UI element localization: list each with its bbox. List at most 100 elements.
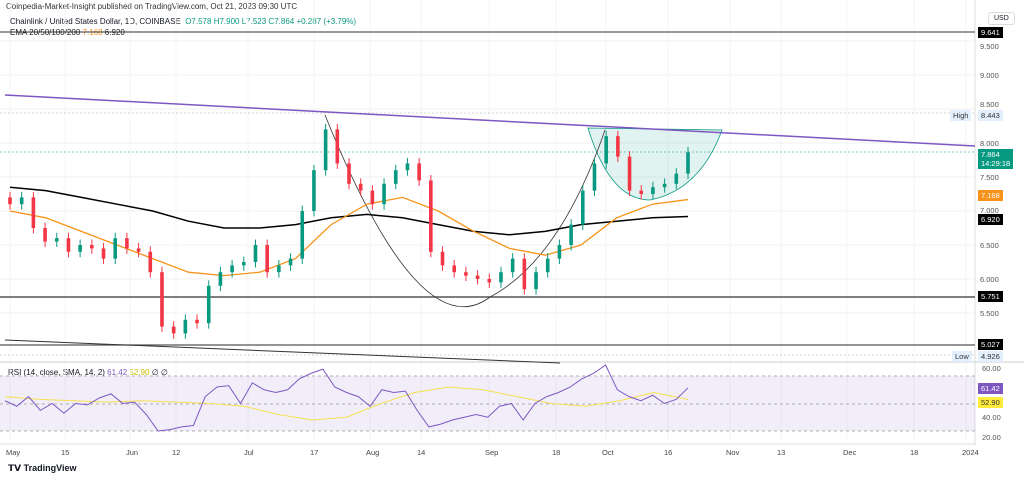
candle-body xyxy=(417,163,421,181)
x-tick-label: May xyxy=(6,448,20,457)
x-tick-label: 18 xyxy=(910,448,918,457)
ohlc-close: C7.864 xyxy=(268,17,295,26)
countdown: 14:29:18 xyxy=(981,159,1011,168)
candle-body xyxy=(534,272,538,290)
candle-body xyxy=(31,197,36,228)
candle-body xyxy=(674,173,679,184)
candle-body xyxy=(686,152,690,174)
candle-body xyxy=(66,238,71,252)
descending-trendline xyxy=(4,94,976,147)
x-tick-label: 15 xyxy=(61,448,69,457)
candle-body xyxy=(429,180,433,252)
x-tick-label: Oct xyxy=(602,448,615,457)
candle-body xyxy=(160,272,164,327)
currency-button[interactable]: USD xyxy=(988,12,1015,25)
rsi-line xyxy=(4,364,689,432)
high-label: High xyxy=(950,110,972,121)
symbol-name: Chainlink / United States Dollar, 1D, CO… xyxy=(10,17,181,26)
ema-200-line xyxy=(9,186,689,236)
ohlc-open: O7.578 xyxy=(185,17,212,26)
top-level-tag: 9.641 xyxy=(978,27,1003,38)
x-tick-label: Dec xyxy=(843,448,857,457)
publisher-line: Coinpedia-Market-Insight published on Tr… xyxy=(6,2,298,11)
candle-body xyxy=(335,129,340,164)
candle-body xyxy=(277,265,281,273)
candle-body xyxy=(616,136,620,157)
x-tick-label: Nov xyxy=(726,448,740,457)
support1-tag: 5.751 xyxy=(978,291,1003,302)
rsi-legend[interactable]: RSI (14, close, SMA, 14, 2) 61.42 52.90 … xyxy=(8,368,168,377)
candle-body xyxy=(148,251,153,273)
candle-body xyxy=(370,190,375,205)
ohlc-high: H7.900 xyxy=(213,17,240,26)
candle-body xyxy=(592,163,597,191)
candle-body xyxy=(604,136,608,164)
y-tick-label: 7.000 xyxy=(980,206,999,215)
candle-body xyxy=(125,238,129,249)
x-tick-label: 14 xyxy=(417,448,425,457)
candle-body xyxy=(300,211,305,259)
tv-icon: 𝗧𝗩 xyxy=(8,463,22,473)
candle-body xyxy=(218,272,223,286)
candle-body xyxy=(405,163,410,171)
x-tick-label: 16 xyxy=(664,448,672,457)
candle-body xyxy=(171,326,176,334)
candle-body xyxy=(662,183,667,188)
low-label: Low xyxy=(952,351,972,362)
low-tag: 4.926 xyxy=(978,351,1003,362)
candle-body xyxy=(136,248,141,252)
candle-body xyxy=(557,245,562,259)
rsi-tag: 61.42 xyxy=(978,383,1003,394)
candle-body xyxy=(206,285,211,324)
y-tick-label: 8.000 xyxy=(980,139,999,148)
candle-body xyxy=(651,187,655,194)
cup-arc xyxy=(324,114,606,308)
candle-body xyxy=(288,258,293,266)
x-tick-label: 13 xyxy=(777,448,785,457)
candle-body xyxy=(101,248,106,259)
candle-body xyxy=(90,245,94,249)
candle-body xyxy=(475,275,480,279)
candle-body xyxy=(54,238,59,242)
x-tick-label: 17 xyxy=(310,448,318,457)
ema-50-line xyxy=(9,196,689,277)
candle-body xyxy=(464,272,468,276)
candle-body xyxy=(183,319,188,334)
x-tick-label: Sep xyxy=(485,448,498,457)
candle-body xyxy=(241,262,246,266)
y-tick-label: 7.500 xyxy=(980,173,999,182)
x-tick-label: Jun xyxy=(126,448,138,457)
last-price: 7.864 xyxy=(981,150,1000,159)
x-tick-label: Jul xyxy=(244,448,254,457)
rsi-label: RSI (14, close, SMA, 14, 2) xyxy=(8,368,105,377)
rsi-tick-label: 60.00 xyxy=(982,364,1001,373)
support2-tag: 5.027 xyxy=(978,339,1003,350)
candle-body xyxy=(440,251,445,266)
candle-body xyxy=(195,319,199,324)
tradingview-logo[interactable]: 𝗧𝗩 TradingView xyxy=(8,463,76,474)
rsi-value: 61.42 xyxy=(107,368,128,377)
candle-body xyxy=(43,228,47,242)
y-tick-label: 6.000 xyxy=(980,275,999,284)
candle-body xyxy=(347,163,351,184)
last-price-tag: 7.864 14:29:18 xyxy=(978,149,1014,169)
candle-body xyxy=(569,224,573,245)
ema-fast-tag: 7.168 xyxy=(978,190,1003,201)
candle-body xyxy=(323,129,328,171)
candle-body xyxy=(358,183,363,191)
x-tick-label: Aug xyxy=(366,448,379,457)
rsi-tick-label: 40.00 xyxy=(982,413,1001,422)
candle-body xyxy=(487,279,492,283)
candle-body xyxy=(452,265,457,273)
high-tag: 8.443 xyxy=(978,110,1003,121)
candle-body xyxy=(580,190,585,225)
candle-body xyxy=(265,245,269,273)
y-tick-label: 6.500 xyxy=(980,241,999,250)
candle-body xyxy=(78,245,82,252)
rsi-extra: ∅ ∅ xyxy=(151,368,168,377)
candle-body xyxy=(522,258,527,290)
ema-slow-tag: 6.920 xyxy=(978,214,1003,225)
rsi-sma-line xyxy=(4,386,689,421)
candle-body xyxy=(639,190,644,194)
